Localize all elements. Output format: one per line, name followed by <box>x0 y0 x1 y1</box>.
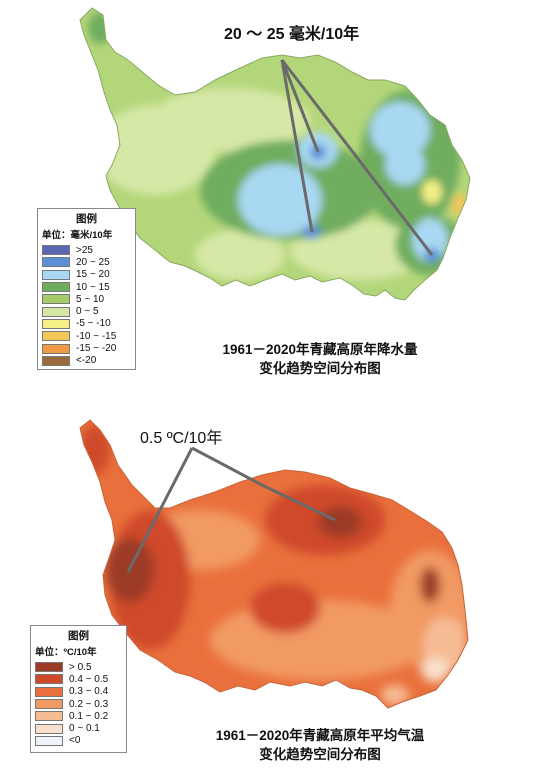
temperature-trend-map <box>79 419 469 709</box>
temp-caption-line1: 1961－2020年青藏高原年平均气温 <box>215 728 425 743</box>
legend-item: 0 ~ 0.1 <box>35 722 126 734</box>
legend-label: 0.2 ~ 0.3 <box>69 698 109 710</box>
legend-item: 10 ~ 15 <box>42 281 135 293</box>
legend-label: 0 ~ 5 <box>76 306 99 318</box>
legend-item: -10 ~ -15 <box>42 330 135 342</box>
legend-item: > 0.5 <box>35 661 126 673</box>
legend-item: <-20 <box>42 355 135 367</box>
precip-legend-unit: 单位：毫米/10年 <box>42 230 113 241</box>
legend-swatch <box>42 282 70 293</box>
legend-item: 0.4 ~ 0.5 <box>35 673 126 685</box>
precip-legend-rows: >25 20 ~ 25 15 ~ 20 10 ~ 15 5 ~ 10 0 ~ 5 -5 ~ … <box>38 244 135 367</box>
precip-annotation-leaders <box>280 59 434 256</box>
legend-swatch <box>35 662 63 673</box>
legend-item: 0.2 ~ 0.3 <box>35 698 126 710</box>
temp-legend: 图例 单位：ºC/10年 > 0.5 0.4 ~ 0.5 0.3 ~ 0.4 0.2 … <box>30 625 127 753</box>
legend-item: 5 ~ 10 <box>42 293 135 305</box>
legend-item: 15 ~ 20 <box>42 269 135 281</box>
temp-legend-rows: > 0.5 0.4 ~ 0.5 0.3 ~ 0.4 0.2 ~ 0.3 0.1 ~ 0.… <box>31 661 126 747</box>
legend-swatch <box>42 343 70 354</box>
legend-swatch <box>42 331 70 342</box>
legend-label: >25 <box>76 244 93 256</box>
legend-label: 0.1 ~ 0.2 <box>69 710 109 722</box>
legend-label: 0.4 ~ 0.5 <box>69 673 109 685</box>
legend-swatch <box>42 245 70 256</box>
legend-label: 0 ~ 0.1 <box>69 723 100 735</box>
legend-item: 20 ~ 25 <box>42 256 135 268</box>
legend-item: 0.1 ~ 0.2 <box>35 710 126 722</box>
legend-label: 15 ~ 20 <box>76 269 110 281</box>
legend-label: 10 ~ 15 <box>76 281 110 293</box>
legend-label: -5 ~ -10 <box>76 318 111 330</box>
legend-label: <0 <box>69 735 81 747</box>
precip-map-caption: 1961－2020年青藏高原年降水量 变化趋势空间分布图 <box>180 340 460 378</box>
legend-label: 5 ~ 10 <box>76 293 105 305</box>
legend-item: -5 ~ -10 <box>42 318 135 330</box>
temp-legend-title: 图例 <box>68 630 89 642</box>
precip-annotation: 20 ～ 25 毫米/10年 <box>224 26 360 43</box>
legend-item: <0 <box>35 735 126 747</box>
precip-caption-line2: 变化趋势空间分布图 <box>259 361 381 376</box>
temp-caption-line2: 变化趋势空间分布图 <box>259 747 381 762</box>
legend-swatch <box>35 686 63 697</box>
legend-swatch <box>35 711 63 722</box>
temp-map-caption: 1961－2020年青藏高原年平均气温 变化趋势空间分布图 <box>175 726 465 764</box>
legend-label: -10 ~ -15 <box>76 330 117 342</box>
precip-caption-line1: 1961－2020年青藏高原年降水量 <box>222 342 418 357</box>
precip-legend: 图例 单位：毫米/10年 >25 20 ~ 25 15 ~ 20 10 ~ 15 5 ~… <box>37 208 136 370</box>
precip-legend-title: 图例 <box>76 213 97 225</box>
legend-swatch <box>42 306 70 317</box>
legend-swatch <box>42 294 70 305</box>
legend-swatch <box>35 735 63 746</box>
temp-annotation-leaders <box>126 446 336 573</box>
temp-legend-unit: 单位：ºC/10年 <box>35 647 97 658</box>
legend-item: >25 <box>42 244 135 256</box>
legend-item: 0.3 ~ 0.4 <box>35 686 126 698</box>
legend-item: 0 ~ 5 <box>42 305 135 317</box>
legend-label: 0.3 ~ 0.4 <box>69 686 109 698</box>
legend-label: <-20 <box>76 355 97 367</box>
legend-swatch <box>42 257 70 268</box>
temp-annotation: 0.5 ºC/10年 <box>140 430 223 447</box>
legend-swatch <box>35 723 63 734</box>
legend-label: > 0.5 <box>69 661 92 673</box>
legend-label: -15 ~ -20 <box>76 343 117 355</box>
legend-label: 20 ~ 25 <box>76 256 110 268</box>
legend-swatch <box>35 699 63 710</box>
legend-swatch <box>42 355 70 366</box>
legend-swatch <box>35 674 63 685</box>
legend-swatch <box>42 318 70 329</box>
legend-swatch <box>42 269 70 280</box>
precipitation-trend-map <box>79 7 471 301</box>
legend-item: -15 ~ -20 <box>42 342 135 354</box>
